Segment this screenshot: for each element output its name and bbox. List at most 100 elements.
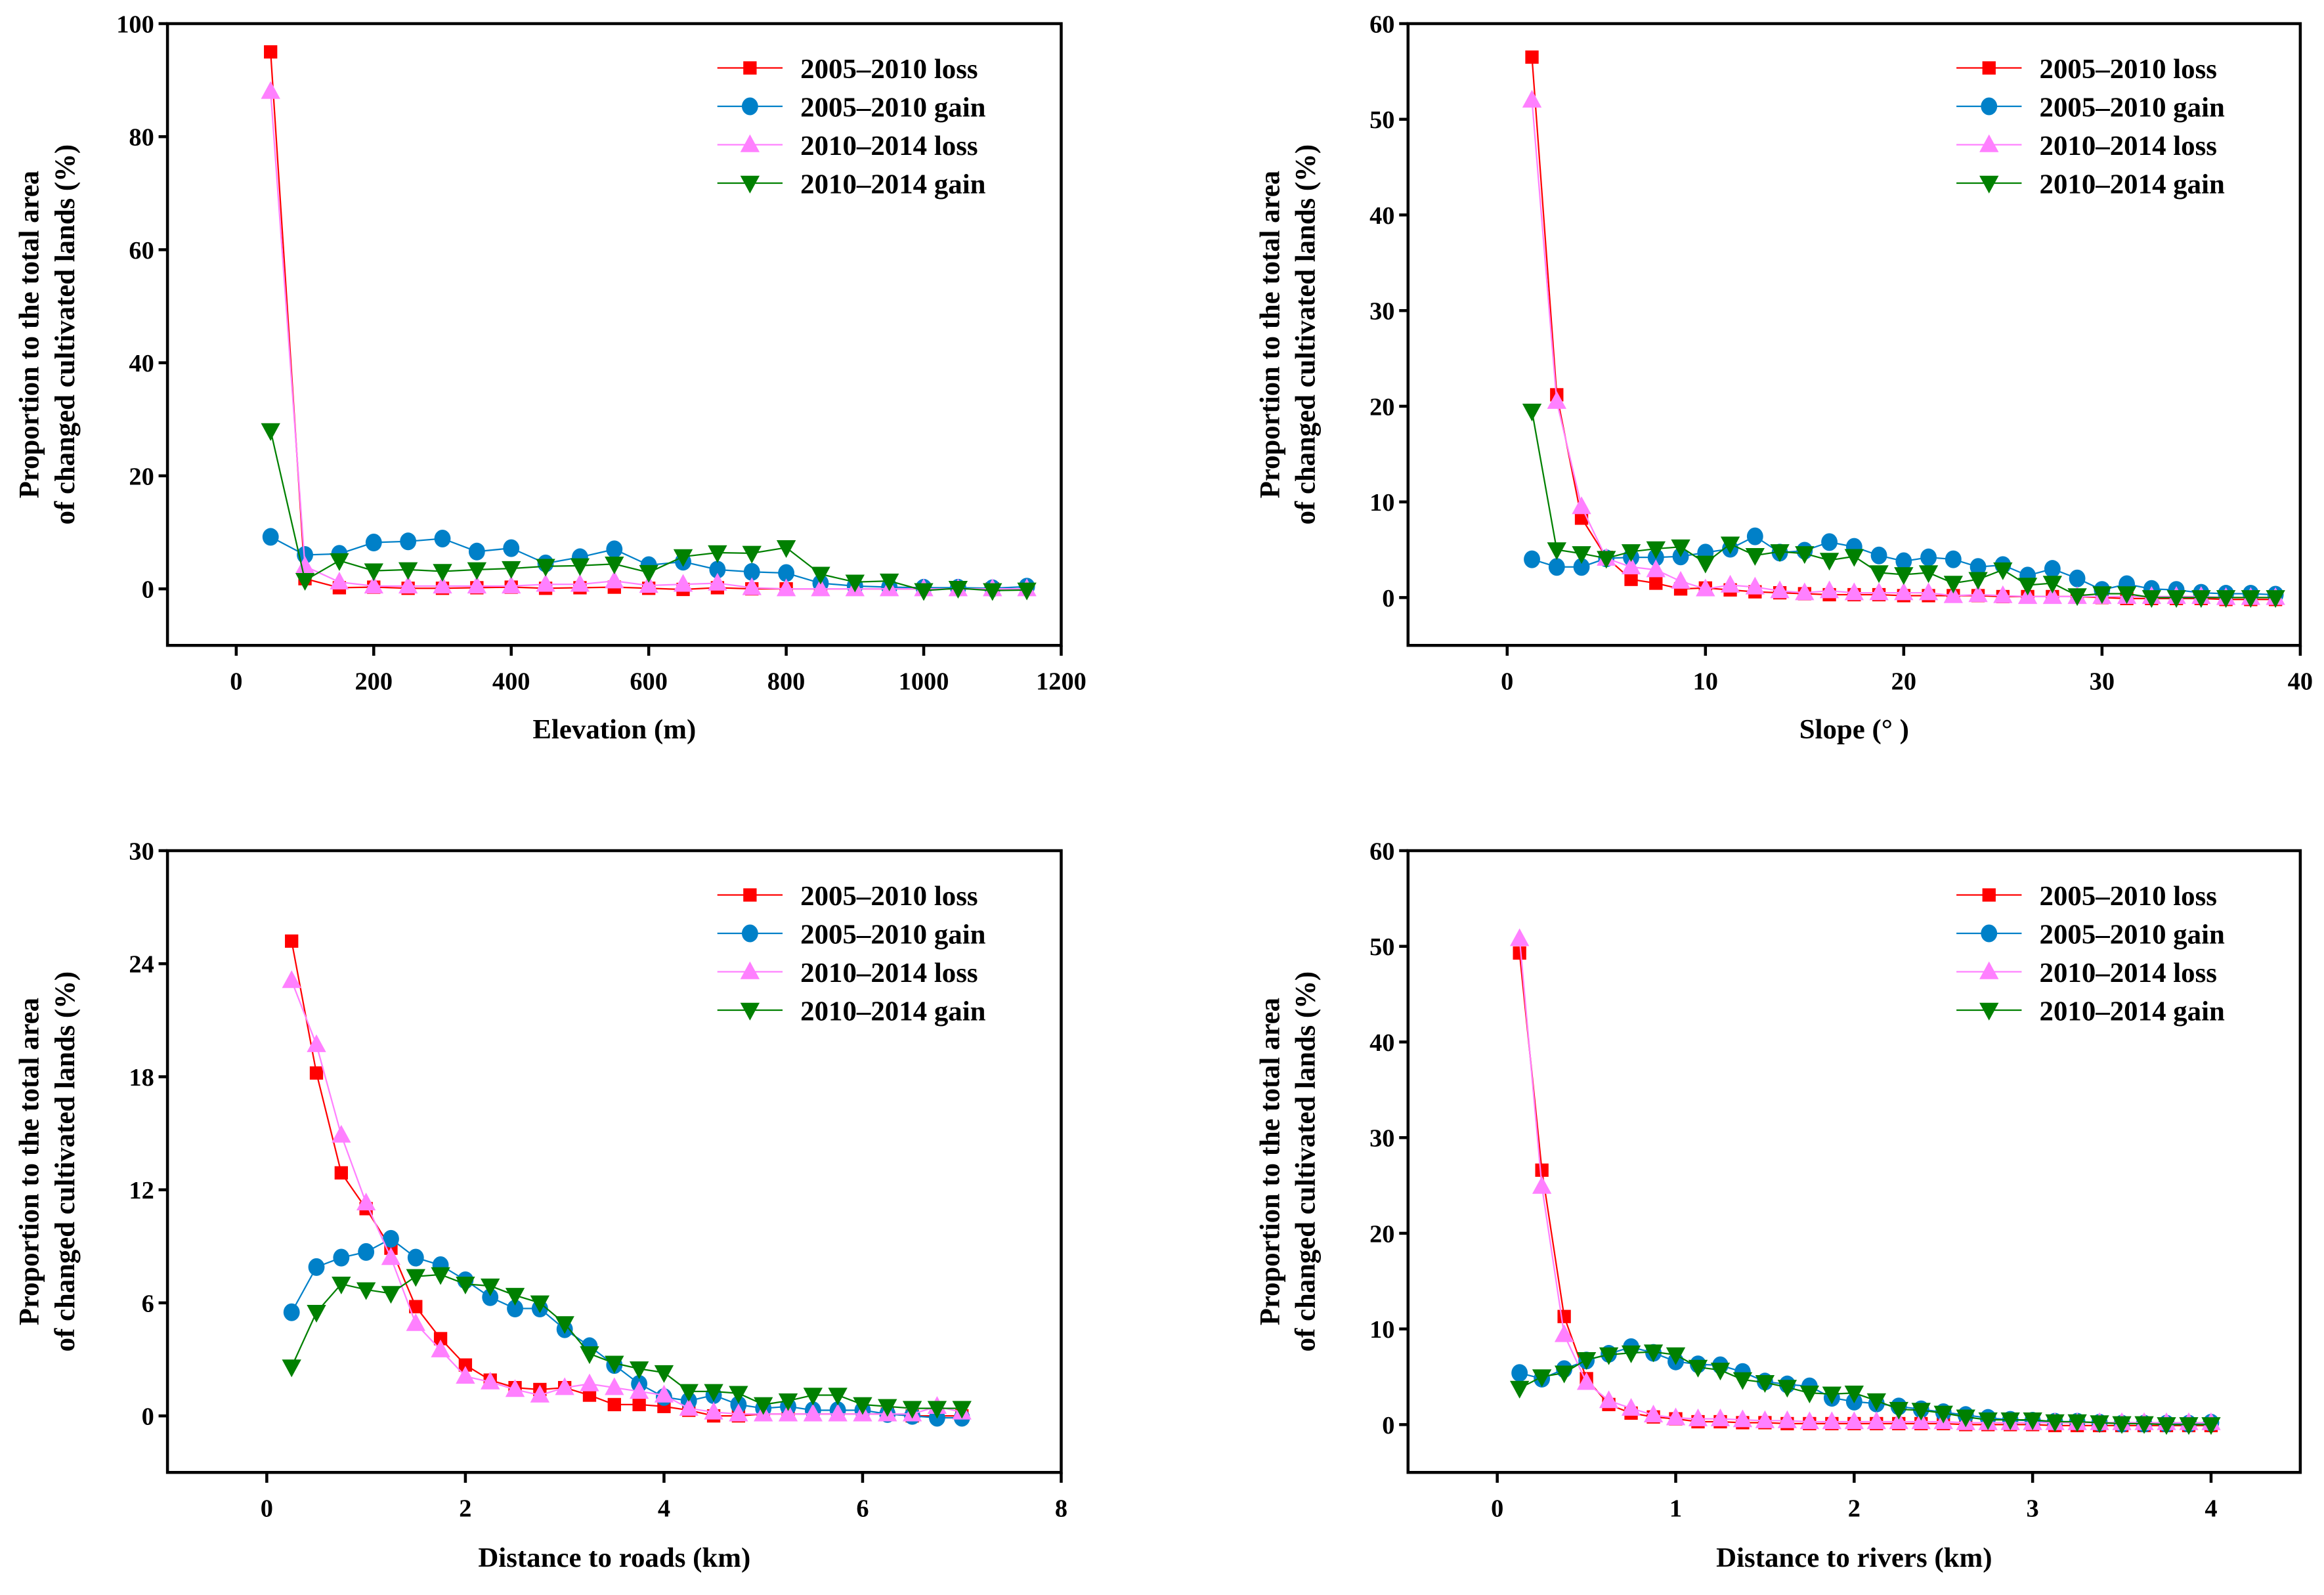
data-point-gain-2005-2010 [2069,569,2086,587]
data-point-gain-2005-2010 [365,534,382,552]
data-point-gain-2010-2014 [356,1282,376,1300]
data-point-gain-2010-2014 [880,573,899,591]
y-tick-label: 0 [142,576,154,604]
data-point-loss-2010-2014 [605,1377,624,1395]
legend-label: 2005–2010 loss [2040,881,2217,912]
data-point-loss-2005-2010 [433,1332,448,1346]
series-loss-2010-2014 [1509,928,2221,1430]
data-point-loss-2010-2014 [530,1384,550,1403]
data-point-loss-2010-2014 [1770,580,1790,599]
data-point-loss-2010-2014 [1866,1411,1886,1430]
data-point-loss-2010-2014 [1646,559,1666,578]
data-point-gain-2010-2014 [1554,1365,1574,1384]
data-point-loss-2010-2014 [364,576,383,594]
data-point-gain-2010-2014 [2179,1417,2199,1436]
series-gain-2010-2014 [282,1267,972,1419]
data-point-loss-2010-2014 [1688,1408,1708,1426]
y-tick-label: 60 [1369,11,1394,39]
data-point-gain-2010-2014 [704,1384,723,1402]
y-tick-label: 40 [129,350,154,377]
data-point-loss-2010-2014 [1844,1411,1864,1430]
data-point-gain-2005-2010 [1821,533,1838,551]
y-tick-label: 6 [142,1290,154,1317]
data-point-gain-2010-2014 [580,1346,599,1365]
data-point-gain-2010-2014 [2000,1412,2020,1430]
data-point-loss-2010-2014 [1720,574,1740,593]
data-point-gain-2010-2014 [1547,542,1566,561]
data-point-gain-2010-2014 [2216,590,2236,608]
y-tick-label: 100 [116,11,154,39]
data-point-loss-2010-2014 [261,81,280,99]
data-point-loss-2010-2014 [1532,1176,1552,1194]
data-point-loss-2010-2014 [1554,1324,1574,1342]
legend-marker-triangle-down [1979,1002,1999,1021]
data-point-gain-2010-2014 [1819,553,1840,571]
data-point-gain-2010-2014 [1576,1352,1597,1371]
data-point-loss-2010-2014 [1777,1410,1797,1428]
legend-marker-triangle-up [1979,961,1999,979]
data-point-gain-2010-2014 [456,1276,475,1294]
data-point-loss-2010-2014 [356,1193,376,1211]
data-point-loss-2005-2010 [409,1300,423,1313]
data-point-loss-2010-2014 [381,1247,401,1265]
x-tick-label: 2 [1848,1495,1861,1523]
data-point-gain-2010-2014 [948,581,968,599]
legend-item-loss-2005-2010: 2005–2010 loss [717,881,978,912]
data-point-loss-2010-2014 [1666,1407,1686,1426]
legend-item-gain-2010-2014: 2010–2014 gain [1956,169,2225,200]
x-tick-label: 800 [767,668,806,696]
data-point-gain-2010-2014 [803,1388,823,1406]
data-point-loss-2010-2014 [1522,89,1542,108]
data-point-gain-2010-2014 [2045,1414,2065,1432]
data-point-gain-2010-2014 [673,549,693,567]
data-point-gain-2005-2010 [1895,552,1912,570]
data-point-gain-2005-2010 [1920,548,1937,566]
data-point-gain-2010-2014 [1572,546,1591,564]
legend: 2005–2010 loss 2005–2010 gain 2010–2014 lo… [717,54,986,200]
data-point-loss-2010-2014 [502,576,521,594]
data-point-gain-2010-2014 [502,561,521,579]
x-tick-label: 0 [261,1495,273,1523]
data-point-gain-2010-2014 [1894,567,1914,585]
data-point-gain-2010-2014 [1869,565,1889,584]
data-point-gain-2010-2014 [1844,1386,1864,1404]
data-point-gain-2010-2014 [1770,544,1790,563]
series-gain-2005-2010 [1511,1338,2220,1433]
legend-label: 2005–2010 loss [2040,54,2217,85]
series-line-gain-2005-2010 [1519,1346,2212,1425]
data-point-gain-2010-2014 [1889,1401,1908,1420]
data-point-loss-2010-2014 [1822,1411,1842,1430]
data-point-loss-2010-2014 [1599,1390,1619,1409]
y-axis-title-line-2: of changed cultivated lands (%) [50,144,81,524]
y-axis-title-line-1: Proportion to the total area [1255,171,1285,498]
data-point-gain-2010-2014 [2090,1415,2109,1434]
data-point-loss-2010-2014 [1844,582,1864,601]
data-point-gain-2010-2014 [282,1359,301,1378]
x-tick-label: 0 [230,668,242,696]
data-point-loss-2010-2014 [1732,1409,1753,1428]
legend-marker-triangle-down [1979,175,1999,194]
data-point-loss-2010-2014 [580,1373,599,1392]
data-point-gain-2010-2014 [570,558,590,576]
data-point-gain-2010-2014 [729,1386,748,1404]
legend-label: 2010–2014 gain [800,169,986,200]
data-point-gain-2005-2010 [606,540,623,559]
data-point-gain-2010-2014 [481,1278,500,1296]
data-point-gain-2010-2014 [878,1399,897,1417]
data-point-gain-2005-2010 [778,564,795,582]
data-point-gain-2010-2014 [1621,1345,1641,1363]
legend-marker-circle [741,924,758,943]
data-point-gain-2010-2014 [639,564,658,583]
data-point-gain-2010-2014 [398,562,418,580]
data-point-gain-2010-2014 [1597,551,1616,569]
legend-label: 2010–2014 gain [800,996,986,1027]
data-point-gain-2010-2014 [505,1288,525,1306]
y-tick-label: 60 [1369,838,1394,866]
legend-label: 2010–2014 loss [2040,958,2217,989]
data-point-loss-2005-2010 [1624,572,1638,586]
x-tick-label: 40 [2288,668,2313,696]
y-axis-title-line-2: of changed cultivated lands (%) [1290,971,1321,1351]
data-point-gain-2010-2014 [778,1393,798,1411]
data-point-loss-2005-2010 [285,934,299,948]
